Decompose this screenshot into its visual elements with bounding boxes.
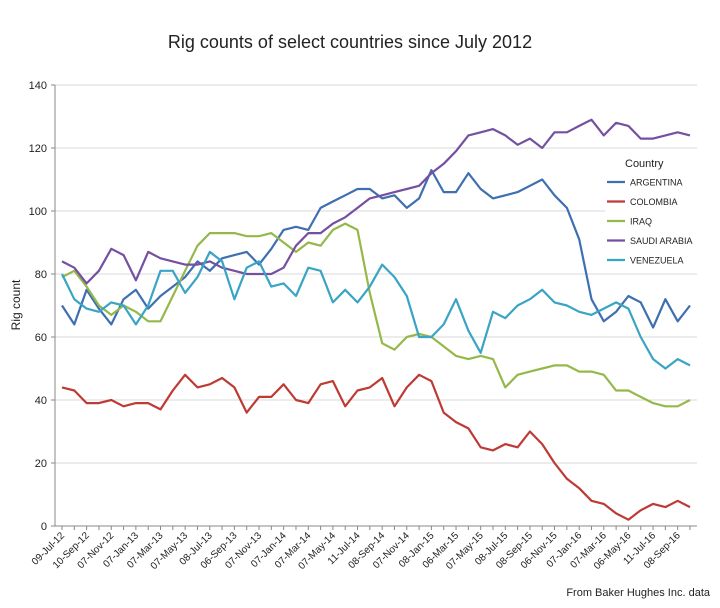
legend-label: COLOMBIA — [630, 197, 678, 207]
y-tick-label: 20 — [35, 458, 47, 470]
series-line — [61, 118, 691, 285]
y-tick-label: 60 — [35, 332, 47, 344]
legend-label: SAUDI ARABIA — [630, 236, 693, 246]
y-tick-label: 80 — [35, 269, 47, 281]
y-tick-label: 140 — [29, 80, 47, 92]
chart-title: Rig counts of select countries since Jul… — [168, 32, 532, 52]
series-line — [61, 169, 691, 329]
legend-label: IRAQ — [630, 217, 652, 227]
y-axis-title: Rig count — [9, 279, 23, 330]
series-line — [61, 373, 691, 521]
series-line — [61, 222, 691, 408]
series-line — [61, 250, 691, 370]
legend-box — [605, 155, 702, 270]
legend-title: Country — [625, 158, 664, 170]
y-tick-label: 40 — [35, 395, 47, 407]
legend-label: VENEZUELA — [630, 256, 684, 266]
y-tick-label: 100 — [29, 206, 47, 218]
source-note: From Baker Hughes Inc. data — [566, 587, 711, 599]
y-tick-label: 0 — [41, 521, 47, 533]
y-tick-label: 120 — [29, 143, 47, 155]
legend-label: ARGENTINA — [630, 178, 683, 188]
